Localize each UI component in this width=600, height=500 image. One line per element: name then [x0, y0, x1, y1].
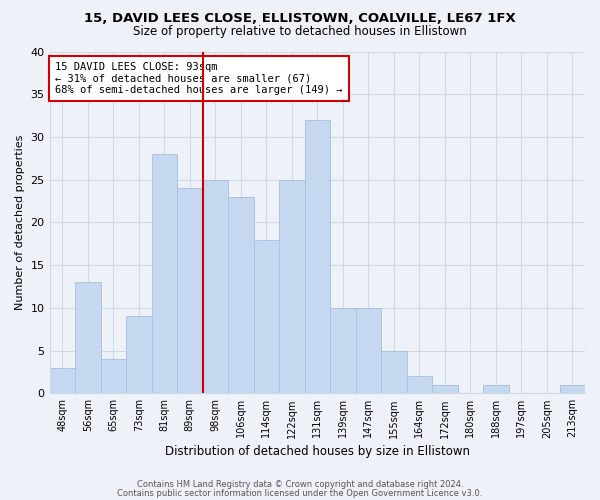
Bar	[407, 376, 432, 394]
Bar	[254, 240, 279, 394]
Bar	[356, 308, 381, 394]
Bar	[381, 350, 407, 394]
Text: 15, DAVID LEES CLOSE, ELLISTOWN, COALVILLE, LE67 1FX: 15, DAVID LEES CLOSE, ELLISTOWN, COALVIL…	[84, 12, 516, 26]
Bar	[152, 154, 177, 394]
Text: Contains HM Land Registry data © Crown copyright and database right 2024.: Contains HM Land Registry data © Crown c…	[137, 480, 463, 489]
Text: Contains public sector information licensed under the Open Government Licence v3: Contains public sector information licen…	[118, 488, 482, 498]
Text: Size of property relative to detached houses in Ellistown: Size of property relative to detached ho…	[133, 25, 467, 38]
Bar	[432, 385, 458, 394]
Text: 15 DAVID LEES CLOSE: 93sqm
← 31% of detached houses are smaller (67)
68% of semi: 15 DAVID LEES CLOSE: 93sqm ← 31% of deta…	[55, 62, 343, 95]
Bar	[50, 368, 75, 394]
Bar	[330, 308, 356, 394]
Bar	[228, 197, 254, 394]
Y-axis label: Number of detached properties: Number of detached properties	[15, 134, 25, 310]
X-axis label: Distribution of detached houses by size in Ellistown: Distribution of detached houses by size …	[165, 444, 470, 458]
Bar	[177, 188, 203, 394]
Bar	[483, 385, 509, 394]
Bar	[305, 120, 330, 394]
Bar	[126, 316, 152, 394]
Bar	[560, 385, 585, 394]
Bar	[279, 180, 305, 394]
Bar	[101, 359, 126, 394]
Bar	[203, 180, 228, 394]
Bar	[75, 282, 101, 394]
